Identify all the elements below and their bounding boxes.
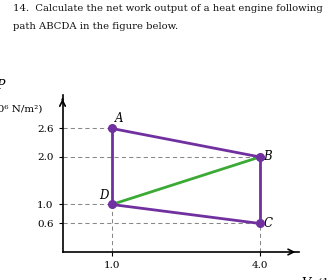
Text: (10⁶ N/m²): (10⁶ N/m²) xyxy=(0,105,42,114)
Text: D: D xyxy=(99,189,108,202)
Text: (10⁻³ m³): (10⁻³ m³) xyxy=(315,277,329,280)
Text: V: V xyxy=(302,277,311,280)
Text: 14.  Calculate the net work output of a heat engine following: 14. Calculate the net work output of a h… xyxy=(13,4,323,13)
Text: B: B xyxy=(264,150,272,164)
Text: C: C xyxy=(264,217,272,230)
Text: A: A xyxy=(115,112,124,125)
Text: P: P xyxy=(0,79,5,92)
Text: path ABCDA in the figure below.: path ABCDA in the figure below. xyxy=(13,22,178,31)
